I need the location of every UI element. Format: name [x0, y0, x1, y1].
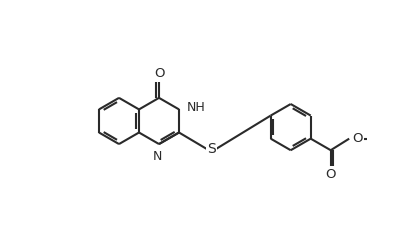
- Text: O: O: [352, 132, 363, 145]
- Text: O: O: [154, 68, 164, 80]
- Text: S: S: [207, 143, 216, 156]
- Text: O: O: [326, 168, 336, 181]
- Text: NH: NH: [187, 101, 205, 114]
- Text: N: N: [153, 150, 162, 163]
